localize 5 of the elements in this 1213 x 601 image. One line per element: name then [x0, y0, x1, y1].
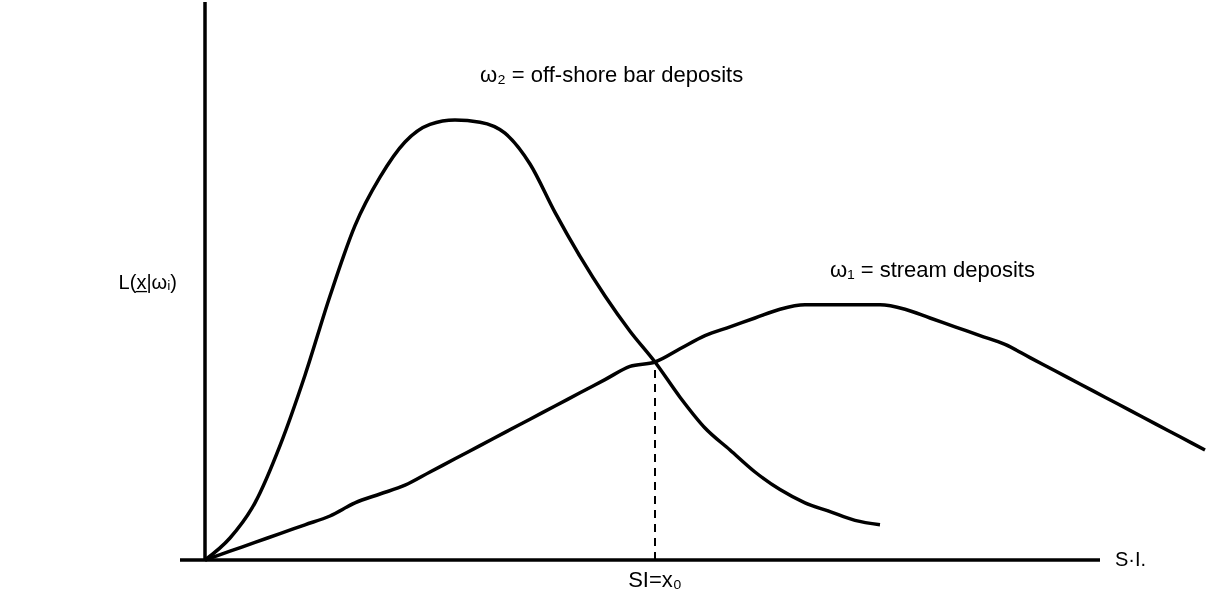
- series-label: ω₂ = off-shore bar deposits: [480, 62, 744, 87]
- text: SI=x₀: [628, 567, 682, 592]
- y-axis-title: L(x̲|ωᵢ): [118, 270, 177, 293]
- series-label: ω₁ = stream deposits: [830, 256, 1035, 282]
- x-axis-title: S·I.: [1115, 548, 1147, 570]
